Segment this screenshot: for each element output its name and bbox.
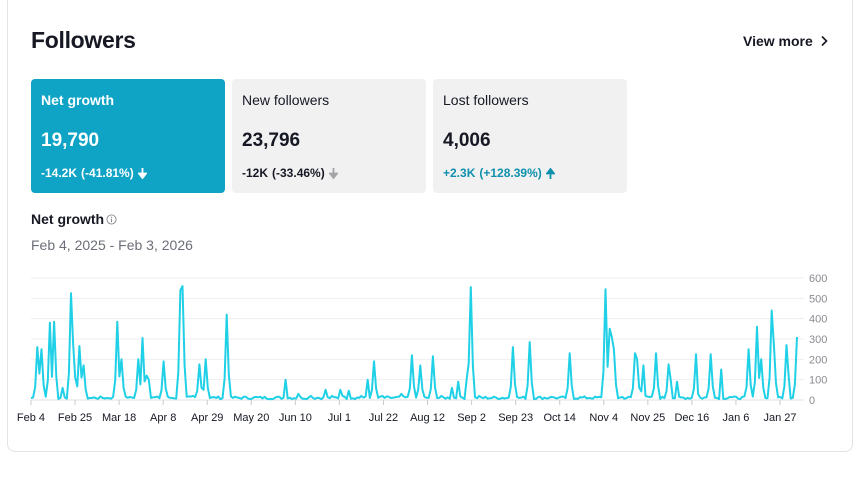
x-tick-label: Aug 12 [410, 412, 445, 424]
x-tick-label: Mar 18 [102, 412, 136, 424]
view-more-link[interactable]: View more [743, 33, 829, 49]
chart-section-title: Net growth [31, 211, 117, 227]
change-value: -14.2K [41, 166, 78, 180]
tile-new-followers[interactable]: New followers 23,796 -12K (-33.46%) [232, 79, 426, 193]
arrow-up-icon [545, 167, 555, 179]
tile-value: 19,790 [41, 130, 100, 151]
tile-label: Lost followers [443, 92, 529, 108]
x-tick-label: Jul 1 [328, 412, 351, 424]
date-range: Feb 4, 2025 - Feb 3, 2026 [31, 237, 193, 253]
y-tick-label: 300 [809, 334, 827, 346]
tile-change: +2.3K (+128.39%) [443, 166, 555, 180]
tile-net-growth[interactable]: Net growth 19,790 -14.2K (-41.81%) [31, 79, 225, 193]
x-tick-label: Nov 4 [589, 412, 618, 424]
x-tick-label: Jan 27 [763, 412, 796, 424]
tile-label: Net growth [41, 92, 115, 108]
tile-value: 23,796 [242, 130, 301, 151]
net-growth-line-chart: 600 500 400 300 200 100 0 Feb 4 Feb 25 Mar 18 Apr … [17, 273, 827, 424]
x-tick-label: Sep 23 [498, 412, 533, 424]
info-icon[interactable] [106, 213, 117, 225]
tile-lost-followers[interactable]: Lost followers 4,006 +2.3K (+128.39%) [433, 79, 627, 193]
change-value: -12K [242, 166, 269, 180]
x-tick-label: Feb 25 [58, 412, 92, 424]
change-percent: (-41.81%) [81, 166, 134, 180]
y-tick-label: 200 [809, 354, 827, 366]
y-tick-label: 100 [809, 375, 827, 387]
x-tick-label: Nov 25 [630, 412, 665, 424]
y-tick-label: 600 [809, 273, 827, 285]
change-percent: (+128.39%) [479, 166, 542, 180]
y-tick-label: 400 [809, 314, 827, 326]
view-more-label: View more [743, 33, 813, 49]
x-tick-label: May 20 [233, 412, 269, 424]
arrow-down-icon [328, 167, 338, 179]
x-tick-label: Oct 14 [544, 412, 576, 424]
tile-change: -14.2K (-41.81%) [41, 166, 147, 180]
change-value: +2.3K [443, 166, 476, 180]
series-line-net-growth[interactable] [30, 285, 798, 401]
x-tick-label: Feb 4 [17, 412, 45, 424]
y-tick-label: 500 [809, 293, 827, 305]
tile-change: -12K (-33.46%) [242, 166, 338, 180]
section-title-label: Net growth [31, 211, 105, 227]
x-tick-label: Jul 22 [369, 412, 398, 424]
card-title: Followers [31, 27, 136, 53]
x-tick-label: Jun 10 [279, 412, 312, 424]
arrow-down-icon [137, 167, 147, 179]
chevron-right-icon [821, 35, 828, 47]
change-percent: (-33.46%) [272, 166, 325, 180]
x-tick-label: Apr 8 [150, 412, 176, 424]
y-tick-label: 0 [809, 395, 815, 407]
x-tick-label: Jan 6 [722, 412, 749, 424]
tile-value: 4,006 [443, 130, 491, 151]
x-tick-label: Sep 2 [457, 412, 486, 424]
x-tick-label: Apr 29 [191, 412, 223, 424]
tile-label: New followers [242, 92, 330, 108]
x-tick-label: Dec 16 [674, 412, 709, 424]
